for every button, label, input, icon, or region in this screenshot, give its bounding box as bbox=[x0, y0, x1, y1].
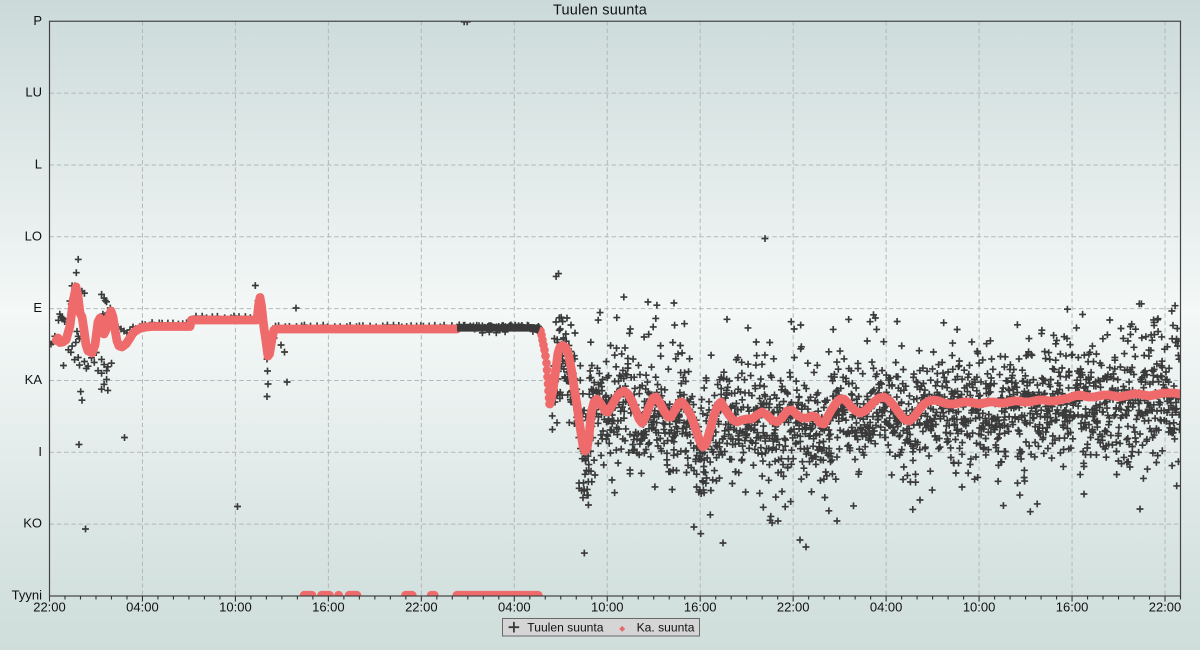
svg-text:Ka. suunta: Ka. suunta bbox=[637, 621, 695, 635]
svg-text:04:00: 04:00 bbox=[126, 600, 159, 615]
svg-text:04:00: 04:00 bbox=[870, 600, 903, 615]
svg-text:LO: LO bbox=[25, 228, 42, 243]
svg-text:22:00: 22:00 bbox=[1149, 600, 1182, 615]
svg-text:10:00: 10:00 bbox=[591, 600, 624, 615]
svg-text:16:00: 16:00 bbox=[312, 600, 345, 615]
svg-text:E: E bbox=[33, 300, 42, 315]
svg-text:16:00: 16:00 bbox=[684, 600, 717, 615]
svg-text:KO: KO bbox=[23, 516, 42, 531]
svg-text:Tuulen suunta: Tuulen suunta bbox=[553, 3, 648, 19]
svg-text:22:00: 22:00 bbox=[33, 600, 66, 615]
svg-text:Tyyni: Tyyni bbox=[12, 588, 42, 603]
svg-text:16:00: 16:00 bbox=[1056, 600, 1089, 615]
svg-text:KA: KA bbox=[25, 372, 43, 387]
svg-text:LU: LU bbox=[25, 85, 42, 100]
svg-text:I: I bbox=[38, 444, 42, 459]
svg-text:L: L bbox=[35, 156, 42, 171]
svg-text:22:00: 22:00 bbox=[405, 600, 438, 615]
svg-text:04:00: 04:00 bbox=[498, 600, 531, 615]
svg-text:10:00: 10:00 bbox=[963, 600, 996, 615]
svg-text:22:00: 22:00 bbox=[777, 600, 810, 615]
svg-text:P: P bbox=[33, 13, 42, 28]
svg-text:10:00: 10:00 bbox=[219, 600, 252, 615]
svg-text:Tuulen suunta: Tuulen suunta bbox=[527, 621, 603, 635]
